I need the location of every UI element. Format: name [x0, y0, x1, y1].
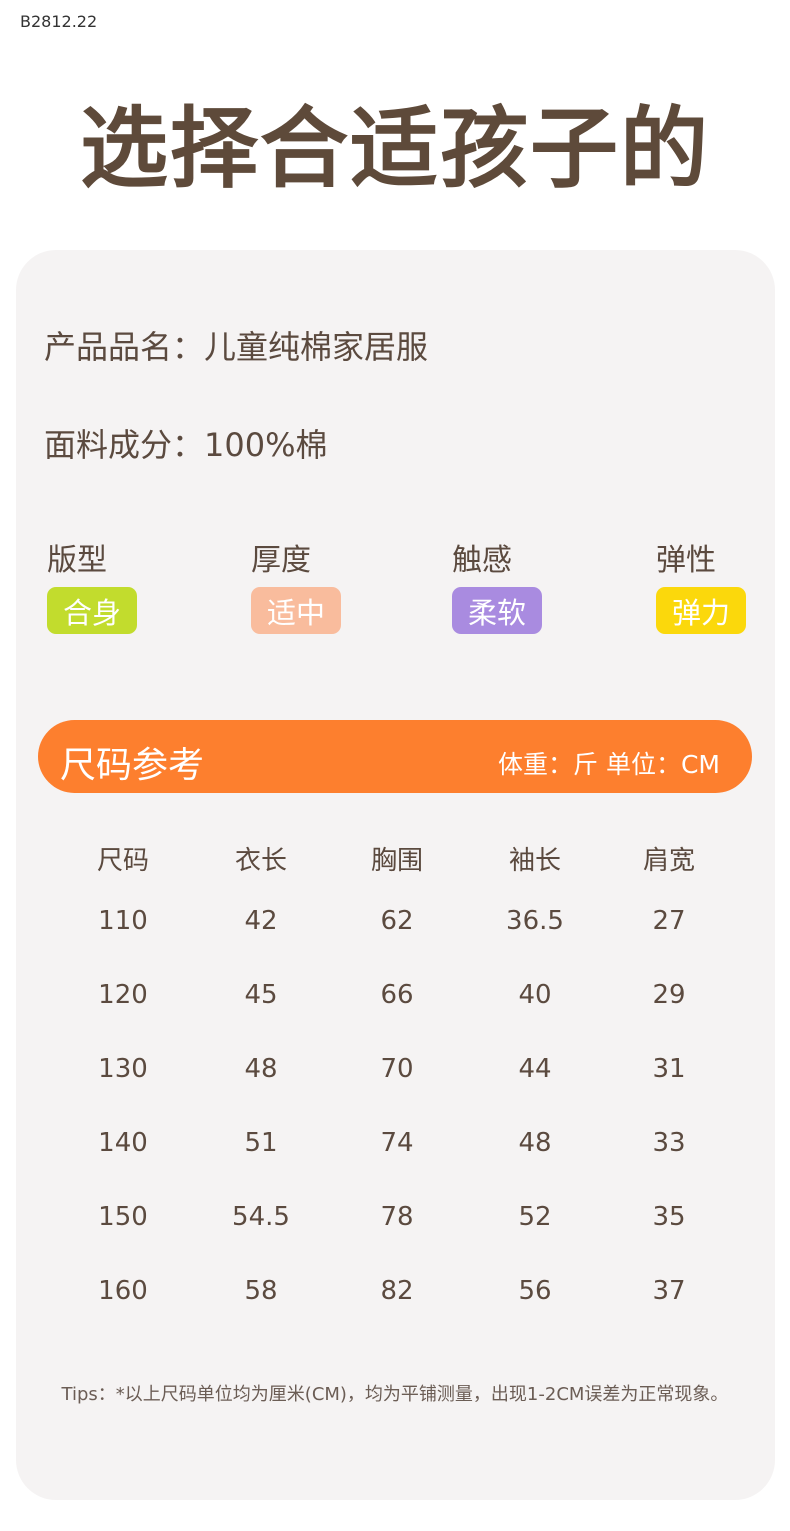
table-cell: 130 [98, 1054, 148, 1084]
attribute-tag: 弹力 [656, 587, 746, 634]
attribute-label: 版型 [47, 543, 107, 578]
table-cell: 51 [244, 1128, 278, 1158]
product-name: 产品品名：儿童纯棉家居服 [44, 328, 429, 366]
table-cell: 31 [652, 1054, 686, 1084]
table-cell: 52 [518, 1202, 552, 1232]
column-header: 衣长 [234, 846, 287, 876]
table-cell: 40 [518, 980, 552, 1010]
info-card [16, 250, 775, 1500]
page-title: 选择合适孩子的 [79, 97, 710, 200]
table-cell: 74 [380, 1128, 414, 1158]
table-cell: 29 [652, 980, 686, 1010]
tips-note: Tips：*以上尺码单位均为厘米(CM)，均为平铺测量，出现1-2CM误差为正常… [61, 1384, 729, 1405]
table-cell: 110 [98, 906, 148, 936]
table-cell: 140 [98, 1128, 148, 1158]
table-cell: 70 [380, 1054, 414, 1084]
column-header: 尺码 [96, 846, 149, 876]
table-cell: 78 [380, 1202, 414, 1232]
attribute-label: 触感 [452, 543, 512, 578]
attribute-label: 厚度 [251, 543, 311, 578]
size-reference-title: 尺码参考 [60, 745, 205, 786]
watermark: B2812.22 [20, 12, 98, 31]
column-header: 袖长 [508, 846, 561, 876]
attribute-tag: 适中 [251, 587, 341, 634]
attribute-tag: 合身 [47, 587, 137, 634]
fabric-composition: 面料成分：100%棉 [44, 426, 328, 464]
table-cell: 35 [652, 1202, 686, 1232]
table-cell: 82 [380, 1276, 414, 1306]
table-cell: 56 [518, 1276, 552, 1306]
table-cell: 62 [380, 906, 414, 936]
table-cell: 120 [98, 980, 148, 1010]
table-cell: 66 [380, 980, 414, 1010]
table-cell: 54.5 [232, 1202, 290, 1232]
column-header: 胸围 [370, 846, 423, 876]
column-header: 肩宽 [642, 846, 695, 876]
table-cell: 27 [652, 906, 686, 936]
table-cell: 48 [244, 1054, 278, 1084]
table-cell: 160 [98, 1276, 148, 1306]
attribute-label: 弹性 [656, 543, 716, 578]
table-cell: 44 [518, 1054, 552, 1084]
size-reference-bar [38, 720, 752, 793]
table-cell: 36.5 [506, 906, 564, 936]
table-cell: 58 [244, 1276, 278, 1306]
table-cell: 48 [518, 1128, 552, 1158]
table-cell: 150 [98, 1202, 148, 1232]
attribute-tag: 柔软 [452, 587, 542, 634]
table-cell: 37 [652, 1276, 686, 1306]
table-cell: 45 [244, 980, 278, 1010]
table-cell: 42 [244, 906, 278, 936]
table-cell: 33 [652, 1128, 686, 1158]
units-note: 体重：斤 单位：CM [498, 750, 720, 779]
